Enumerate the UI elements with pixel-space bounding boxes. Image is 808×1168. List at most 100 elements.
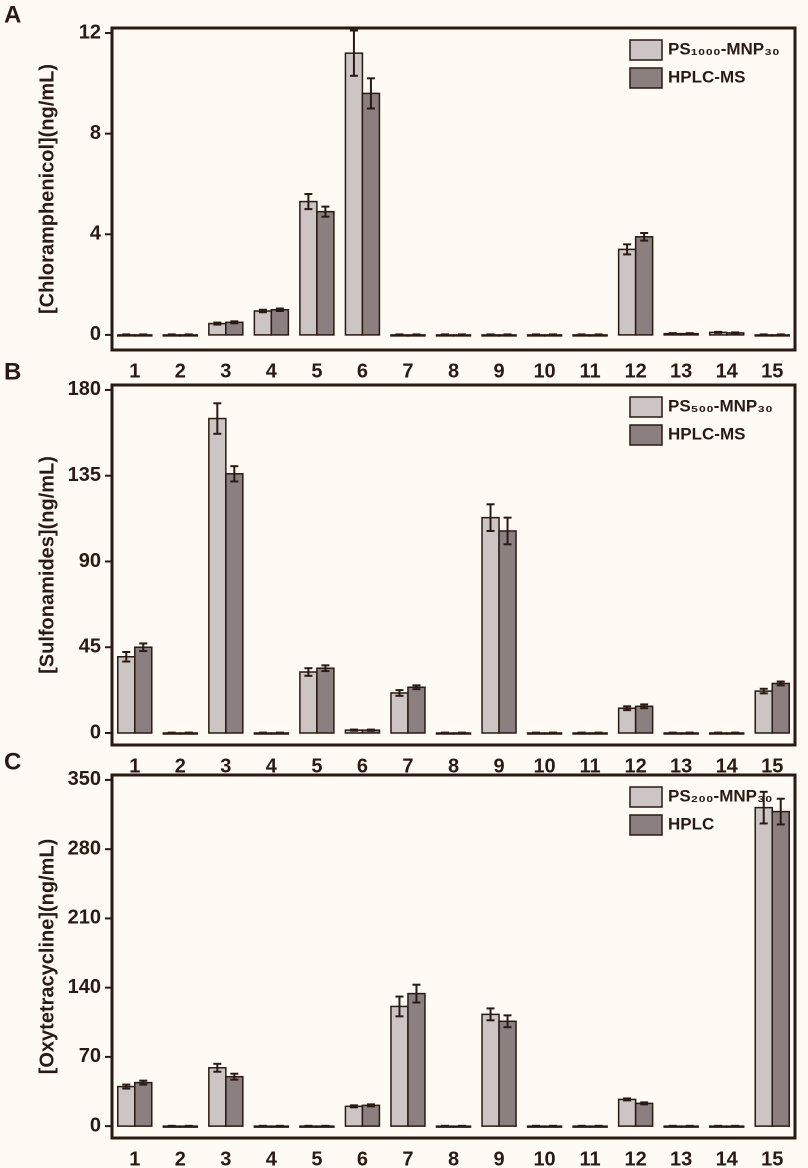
x-tick-label: 6 — [357, 1148, 368, 1168]
error-bar — [258, 731, 267, 735]
error-bar — [549, 1124, 558, 1128]
error-bar — [366, 77, 375, 110]
error-bar — [395, 689, 404, 697]
error-bar — [366, 728, 375, 732]
panel-label: B — [4, 358, 21, 385]
error-bar — [776, 333, 785, 337]
x-tick-label: 14 — [716, 360, 739, 382]
error-bar — [577, 333, 586, 337]
error-bar — [395, 995, 404, 1018]
panel-label: C — [4, 748, 21, 775]
error-bar — [213, 321, 222, 326]
y-axis-label: [Sulfonamides](ng/mL) — [36, 456, 58, 674]
error-bar — [776, 680, 785, 687]
x-tick-label: 5 — [311, 1148, 322, 1168]
y-tick-label: 45 — [79, 636, 101, 658]
x-tick-label: 7 — [402, 1148, 413, 1168]
x-tick-label: 8 — [448, 755, 459, 777]
bar — [498, 1020, 517, 1127]
error-bar — [441, 1124, 449, 1128]
bar — [225, 473, 244, 734]
bar — [390, 1005, 409, 1127]
error-bar — [412, 333, 421, 337]
x-tick-label: 2 — [175, 1148, 186, 1168]
bar — [299, 200, 318, 336]
error-bar — [486, 1007, 495, 1022]
bar — [117, 1085, 136, 1127]
legend-swatch — [629, 814, 663, 836]
legend-label: HPLC-MS — [668, 67, 745, 86]
x-tick-label: 1 — [129, 755, 140, 777]
error-bar — [668, 332, 677, 336]
error-bar — [122, 1083, 131, 1090]
error-bar — [731, 331, 740, 335]
error-bar — [685, 332, 694, 336]
error-bar — [321, 1124, 330, 1128]
bar — [634, 705, 654, 734]
y-tick-label: 0 — [90, 323, 101, 345]
plot-frame — [110, 26, 797, 352]
x-tick-label: 11 — [580, 755, 601, 777]
error-bar — [304, 193, 313, 211]
error-bar — [349, 1104, 358, 1109]
error-bar — [668, 1124, 677, 1128]
error-bar — [503, 333, 512, 337]
bar — [390, 692, 409, 734]
error-bar — [759, 333, 768, 337]
legend-swatch — [629, 786, 663, 808]
bar — [754, 690, 773, 734]
error-bar — [184, 1124, 193, 1128]
error-bar — [640, 232, 649, 242]
x-tick-label: 4 — [266, 1148, 278, 1168]
y-tick-label: 280 — [68, 837, 101, 859]
y-tick-label: 8 — [90, 122, 101, 144]
error-bar — [731, 1124, 740, 1128]
error-bar — [685, 1124, 694, 1128]
error-bar — [304, 1124, 313, 1128]
x-tick-label: 5 — [311, 755, 322, 777]
x-tick-label: 3 — [220, 1148, 231, 1168]
bar — [498, 530, 517, 734]
error-bar — [275, 731, 284, 735]
bar — [407, 686, 426, 734]
y-tick-label: 4 — [90, 223, 102, 245]
bar — [634, 236, 654, 336]
error-bar — [759, 790, 768, 825]
error-bar — [213, 1062, 222, 1073]
bar — [270, 309, 290, 336]
y-tick-label: 140 — [68, 976, 101, 998]
bar — [771, 682, 790, 734]
bar — [253, 310, 273, 336]
error-bar — [412, 983, 421, 1004]
error-bar — [458, 333, 466, 337]
error-bar — [623, 1097, 632, 1102]
legend-label: PS₅₀₀-MNP₃₀ — [668, 396, 773, 415]
x-tick-label: 2 — [175, 360, 186, 382]
x-tick-label: 13 — [670, 755, 692, 777]
panel: C[Oxytetracycline](ng/mL)070140210280350… — [4, 748, 797, 1168]
bar — [134, 1081, 153, 1127]
error-bar — [594, 731, 603, 735]
bar — [617, 248, 637, 336]
x-tick-label: 1 — [129, 1148, 140, 1168]
x-tick-label: 4 — [266, 755, 278, 777]
legend-swatch — [629, 424, 663, 446]
x-tick-label: 15 — [761, 1148, 783, 1168]
x-tick-label: 11 — [580, 360, 601, 382]
bar — [225, 1075, 244, 1127]
error-bar — [731, 731, 740, 735]
error-bar — [349, 728, 358, 732]
x-tick-label: 7 — [402, 360, 413, 382]
error-bar — [441, 333, 449, 337]
legend-swatch — [629, 396, 663, 418]
bar — [208, 1067, 227, 1127]
x-tick-label: 10 — [533, 755, 555, 777]
x-tick-label: 14 — [716, 1148, 739, 1168]
legend-swatch — [629, 67, 663, 89]
error-bar — [122, 333, 131, 337]
panel-label: A — [4, 1, 21, 28]
x-tick-label: 8 — [448, 360, 459, 382]
error-bar — [139, 1079, 148, 1086]
